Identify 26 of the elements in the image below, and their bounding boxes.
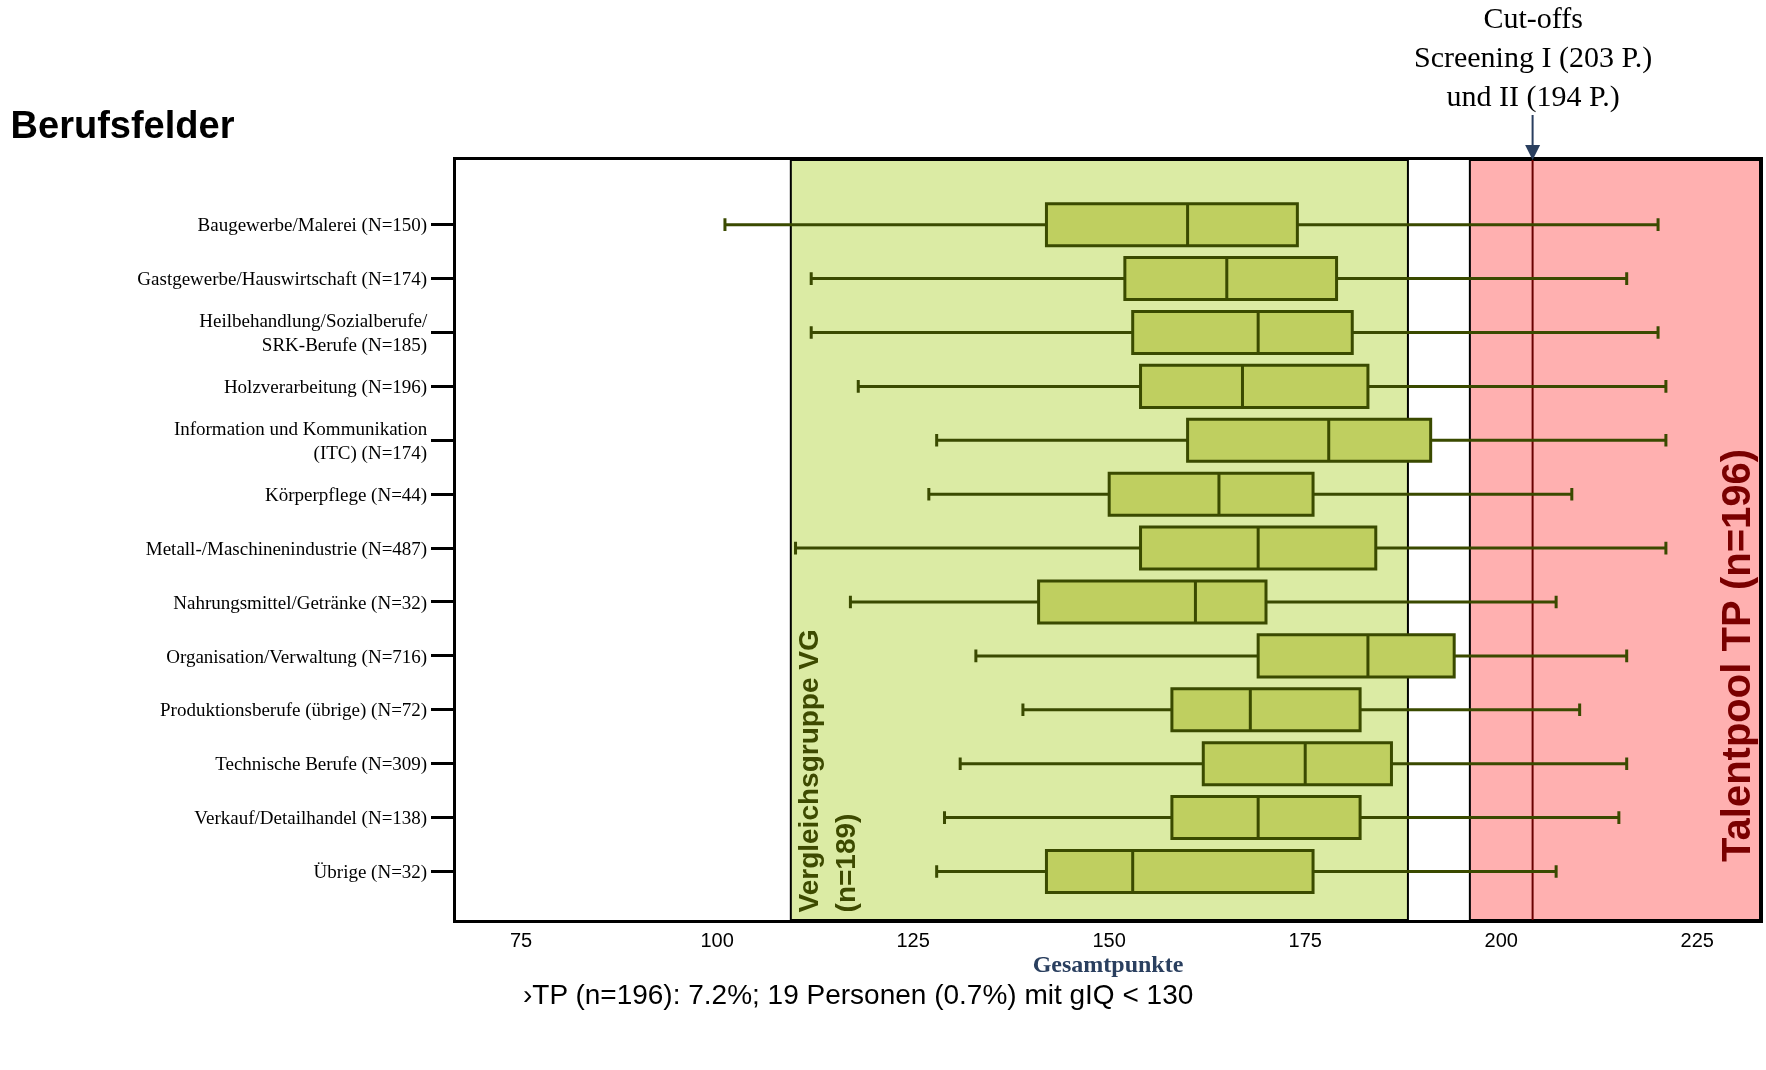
x-tick-label: 175	[1288, 929, 1322, 951]
y-tick-label: Verkauf/Detailhandel (N=138)	[194, 807, 428, 830]
band-label: Vergleichsgruppe VG (n=189)	[793, 629, 861, 913]
ref-line-label: Cut-offs Screening I (203 P.) und II (194 P.)	[1414, 1, 1653, 113]
y-tick-label: Information und Kommunikation (ITC) (N=174)	[173, 417, 428, 465]
x-tick-label: 75	[509, 929, 533, 951]
band-label: Talentpool TP (n=196)	[1714, 448, 1759, 862]
x-tick-label: 225	[1680, 929, 1714, 951]
y-tick-label: Körperpflege (N=44)	[265, 483, 428, 506]
y-tick-label: Baugewerbe/Malerei (N=150)	[197, 214, 428, 237]
y-tick-label: Gastgewerbe/Hauswirtschaft (N=174)	[137, 268, 428, 291]
x-axis-title: Gesamtpunkte	[1032, 951, 1184, 977]
x-tick-label: 125	[896, 929, 930, 951]
y-tick-label: Nahrungsmittel/Getränke (N=32)	[173, 591, 428, 614]
text: Berufsfelder	[10, 104, 235, 147]
y-tick-label: Heilbehandlung/Sozialberufe/ SRK-Berufe (N=185)	[199, 309, 428, 357]
y-tick-label: Holzverarbeitung (N=196)	[223, 376, 428, 399]
y-tick-label: Produktionsberufe (übrige) (N=72)	[160, 699, 428, 722]
y-tick-label: Übrige (N=32)	[313, 861, 428, 884]
x-tick-label: 100	[700, 929, 734, 951]
text: ›TP (n=196): 7.2%; 19 Personen (0.7%) mit gIQ < 130	[523, 979, 1194, 1010]
x-tick-label: 150	[1092, 929, 1126, 951]
x-tick-label: 200	[1484, 929, 1518, 951]
y-tick-label: Organisation/Verwaltung (N=716)	[166, 645, 428, 668]
y-tick-label: Metall-/Maschinenindustrie (N=487)	[145, 537, 428, 560]
y-tick-label: Technische Berufe (N=309)	[215, 753, 428, 776]
